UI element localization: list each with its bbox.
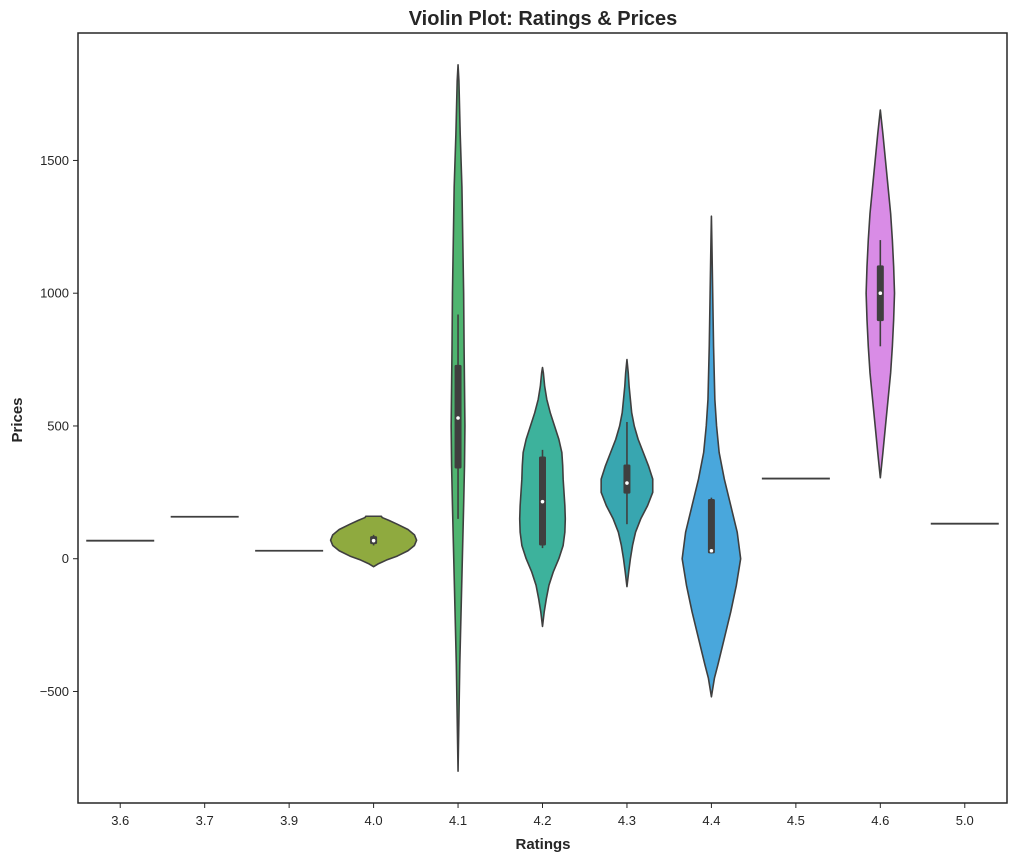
y-tick-label: −500 bbox=[40, 684, 69, 699]
y-tick-label: 500 bbox=[47, 418, 69, 433]
y-tick-label: 1500 bbox=[40, 153, 69, 168]
x-tick-label: 4.4 bbox=[702, 813, 720, 828]
violin-median-dot bbox=[709, 548, 714, 553]
violin-iqr-box bbox=[623, 464, 631, 494]
y-tick-label: 0 bbox=[62, 551, 69, 566]
x-tick-label: 4.1 bbox=[449, 813, 467, 828]
x-tick-label: 4.2 bbox=[533, 813, 551, 828]
chart-title: Violin Plot: Ratings & Prices bbox=[409, 8, 678, 30]
violin-4.2 bbox=[518, 366, 567, 628]
x-axis-label: Ratings bbox=[515, 836, 570, 853]
plot-area bbox=[86, 64, 999, 772]
x-tick-label: 4.0 bbox=[365, 813, 383, 828]
x-tick-label: 3.7 bbox=[196, 813, 214, 828]
y-tick-label: 1000 bbox=[40, 286, 69, 301]
x-tick-label: 4.5 bbox=[787, 813, 805, 828]
violin-iqr-box bbox=[707, 498, 715, 554]
violin-4.0 bbox=[329, 515, 418, 568]
violin-median-dot bbox=[625, 481, 629, 485]
x-tick-label: 4.3 bbox=[618, 813, 636, 828]
violin-body bbox=[681, 215, 742, 698]
violin-4.6 bbox=[865, 109, 896, 479]
x-tick-label: 3.6 bbox=[111, 813, 129, 828]
violin-4.3 bbox=[600, 358, 654, 588]
x-tick-label: 5.0 bbox=[956, 813, 974, 828]
violin-4.1 bbox=[450, 64, 466, 772]
x-tick-label: 4.6 bbox=[871, 813, 889, 828]
violin-4.4 bbox=[681, 215, 742, 698]
violin-median-dot bbox=[878, 291, 883, 296]
y-axis-ticks: −500 0 500 1000 1500 bbox=[40, 153, 78, 699]
x-tick-label: 3.9 bbox=[280, 813, 298, 828]
x-axis-ticks: 3.6 3.7 3.9 4.0 4.1 4.2 4.3 4.4 4.5 4.6 5.0 bbox=[111, 803, 974, 828]
violin-median-dot bbox=[456, 416, 460, 420]
y-axis-label: Prices bbox=[9, 397, 26, 442]
violin-median-dot bbox=[371, 538, 376, 543]
violin-median-dot bbox=[540, 499, 545, 504]
